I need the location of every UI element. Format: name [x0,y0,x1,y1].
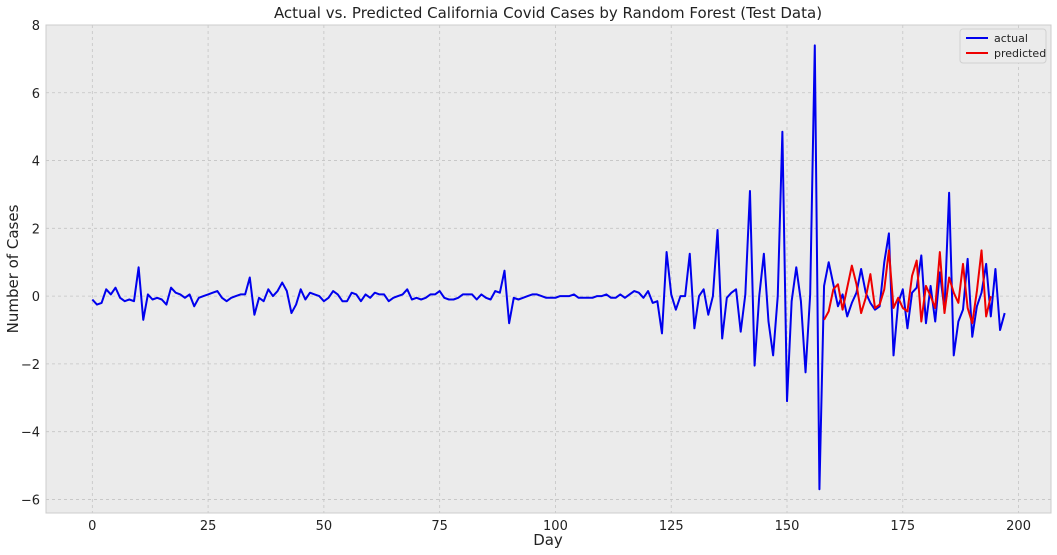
x-tick-label: 125 [659,519,684,534]
x-tick-label: 50 [316,519,333,534]
x-axis-label: Day [533,531,563,549]
x-tick-label: 175 [890,519,915,534]
y-axis-label: Number of Cases [4,204,22,333]
plot-frame [45,24,1052,514]
y-tick-label: −4 [21,426,40,441]
series-layer [91,44,1006,491]
y-tick-label: −2 [21,358,40,373]
x-tick-label: 75 [431,519,448,534]
series-line-predicted [823,249,992,325]
y-tick-label: 2 [32,222,40,237]
plot-background [46,25,1051,513]
x-tick-label: 25 [200,519,217,534]
x-tick-label: 0 [88,519,96,534]
y-tick-label: 6 [32,87,40,102]
legend-predicted-label: predicted [994,47,1046,60]
x-tick-label: 200 [1006,519,1031,534]
y-tick-label: 4 [32,155,40,170]
x-tick-label: 100 [543,519,568,534]
legend-actual-label: actual [994,32,1028,45]
x-tick-labels: 0 25 50 75 100 125 150 175 200 [88,519,1031,534]
series-line-actual [91,44,1006,491]
y-tick-label: 0 [32,290,40,305]
y-tick-label: 8 [32,19,40,34]
legend: actual predicted [959,28,1047,64]
y-tick-labels: −6 −4 −2 0 2 4 6 8 [21,19,40,508]
x-tick-label: 150 [775,519,800,534]
y-tick-label: −6 [21,493,40,508]
chart-title: Actual vs. Predicted California Covid Ca… [274,4,822,22]
